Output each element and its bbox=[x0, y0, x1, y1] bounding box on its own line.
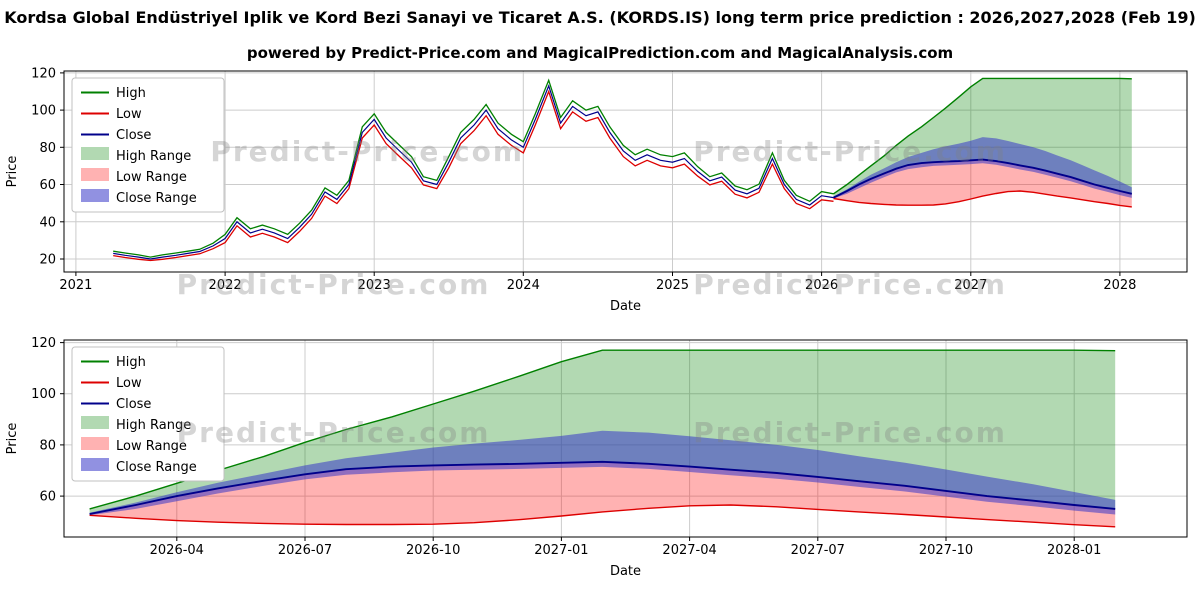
watermark: Predict-Price.com bbox=[177, 416, 491, 449]
legend: High Low Close High Range Low Range Close Ran… bbox=[71, 346, 225, 482]
legend-label: Low bbox=[116, 376, 142, 391]
legend-label: Close bbox=[116, 397, 151, 412]
legend-swatch-close_range bbox=[81, 189, 109, 202]
x-tick-label: 2026-10 bbox=[406, 543, 460, 558]
close-line-prediction bbox=[89, 460, 1116, 515]
legend-label: High bbox=[116, 355, 146, 370]
legend-swatch-low_range bbox=[81, 437, 109, 450]
legend-label: Low Range bbox=[116, 439, 187, 454]
legend-label: Close bbox=[116, 128, 151, 143]
low-range-band bbox=[833, 159, 1132, 207]
y-tick-label: 100 bbox=[31, 104, 56, 119]
x-tick-label: 2026-07 bbox=[278, 543, 332, 558]
watermark: Predict-Price.com bbox=[693, 416, 1007, 449]
legend-label: Low bbox=[116, 107, 142, 122]
plot-border bbox=[63, 339, 1188, 538]
y-tick-label: 120 bbox=[31, 336, 56, 351]
x-tick-label: 2026-04 bbox=[150, 543, 204, 558]
x-tick-label: 2027-10 bbox=[919, 543, 973, 558]
y-tick-label: 20 bbox=[39, 253, 56, 268]
figure-subtitle: powered by Predict-Price.com and Magical… bbox=[246, 44, 954, 62]
legend-swatch-low_range bbox=[81, 168, 109, 181]
y-axis-label: Price bbox=[5, 156, 20, 188]
x-tick-label: 2028-01 bbox=[1047, 543, 1101, 558]
legend-label: Low Range bbox=[116, 170, 187, 185]
x-tick-label: 2021 bbox=[59, 278, 92, 293]
legend-label: High Range bbox=[116, 149, 191, 164]
high-line-historical bbox=[113, 78, 834, 258]
legend-box bbox=[71, 346, 225, 482]
x-tick-label: 2023 bbox=[358, 278, 391, 293]
y-tick-label: 60 bbox=[39, 490, 56, 505]
legend-box bbox=[71, 77, 225, 213]
x-axis-label: Date bbox=[610, 299, 641, 314]
watermark: Predict-Price.com bbox=[693, 268, 1007, 301]
watermark: Predict-Price.com bbox=[177, 268, 491, 301]
legend-swatch-close_range bbox=[81, 458, 109, 471]
prediction-zoom-chart: 2026-04 2026-07 2026-10 2027-01 2027-04 2027-… bbox=[5, 336, 1188, 579]
y-tick-label: 100 bbox=[31, 387, 56, 402]
y-tick-label: 120 bbox=[31, 66, 56, 81]
legend-label: Close Range bbox=[116, 191, 197, 206]
legend-label: Close Range bbox=[116, 460, 197, 475]
x-tick-label: 2025 bbox=[656, 278, 689, 293]
figure-title: Kordsa Global Endüstriyel Iplik ve Kord … bbox=[4, 8, 1196, 27]
y-tick-label: 60 bbox=[39, 178, 56, 193]
x-tick-label: 2027 bbox=[954, 278, 987, 293]
legend-swatch-high_range bbox=[81, 147, 109, 160]
x-axis-label: Date bbox=[610, 564, 641, 579]
close-range-band bbox=[89, 430, 1116, 516]
x-tick-label: 2027-04 bbox=[662, 543, 716, 558]
overview-chart: 2021 2022 2023 2024 2025 2026 2027 2028 20 40 60 80… bbox=[5, 66, 1188, 314]
high-line-prediction bbox=[833, 77, 1132, 195]
y-tick-label: 40 bbox=[39, 215, 56, 230]
plot-border bbox=[63, 70, 1188, 273]
high-line-prediction bbox=[89, 349, 1116, 510]
legend-swatch-high_range bbox=[81, 416, 109, 429]
x-tick-label: 2028 bbox=[1103, 278, 1136, 293]
y-axis-label: Price bbox=[5, 423, 20, 455]
watermark: Predict-Price.com bbox=[693, 135, 1007, 168]
x-tick-label: 2026 bbox=[805, 278, 838, 293]
y-tick-label: 80 bbox=[39, 438, 56, 453]
legend-label: High bbox=[116, 86, 146, 101]
close-range-band bbox=[833, 137, 1132, 199]
close-line-historical bbox=[113, 84, 834, 260]
x-tick-label: 2027-07 bbox=[791, 543, 845, 558]
low-line-prediction bbox=[89, 504, 1116, 528]
close-line-prediction bbox=[833, 158, 1133, 199]
low-line-prediction bbox=[833, 190, 1132, 208]
x-tick-label: 2022 bbox=[209, 278, 242, 293]
legend-label: High Range bbox=[116, 418, 191, 433]
low-range-band bbox=[89, 461, 1116, 527]
y-tick-label: 80 bbox=[39, 141, 56, 156]
x-tick-label: 2027-01 bbox=[534, 543, 588, 558]
watermark: Predict-Price.com bbox=[210, 135, 524, 168]
low-line-historical bbox=[113, 89, 834, 262]
legend: High Low Close High Range Low Range Close Ran… bbox=[71, 77, 225, 213]
x-tick-label: 2024 bbox=[507, 278, 540, 293]
